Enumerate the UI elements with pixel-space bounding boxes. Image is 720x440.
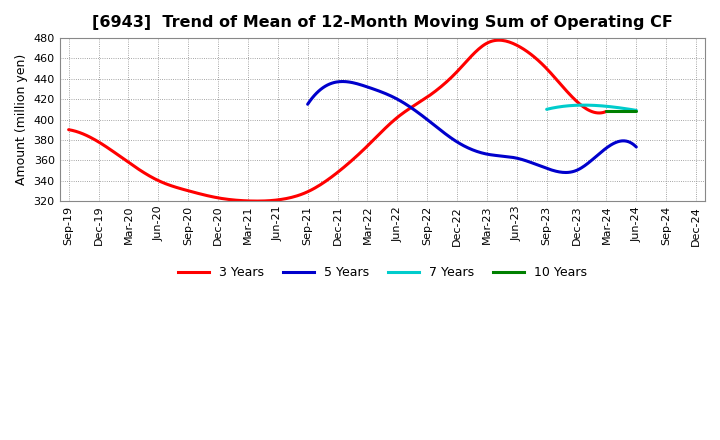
Y-axis label: Amount (million yen): Amount (million yen) (15, 54, 28, 185)
Title: [6943]  Trend of Mean of 12-Month Moving Sum of Operating CF: [6943] Trend of Mean of 12-Month Moving … (92, 15, 672, 30)
Legend: 3 Years, 5 Years, 7 Years, 10 Years: 3 Years, 5 Years, 7 Years, 10 Years (173, 261, 592, 284)
